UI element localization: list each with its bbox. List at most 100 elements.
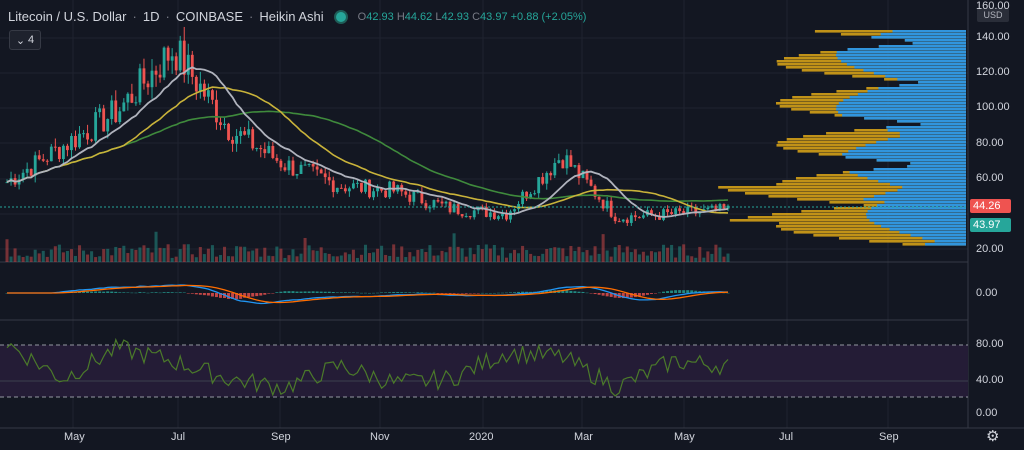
volume-bar: [694, 257, 698, 262]
candlestick-series[interactable]: [5, 26, 730, 226]
candle-body: [585, 170, 589, 180]
candle-body: [384, 190, 388, 198]
indicators-toggle-button[interactable]: ⌄ 4: [9, 30, 41, 50]
candle-body: [537, 177, 541, 194]
volume-profile-row: [902, 186, 966, 189]
macd-histogram-bar: [452, 293, 456, 294]
volume-bar: [178, 249, 182, 262]
macd-histogram-bar: [412, 292, 416, 294]
macd-histogram-bar: [613, 293, 617, 298]
moving-average-mid-line[interactable]: [6, 86, 729, 214]
macd-histogram-bar: [649, 293, 653, 294]
macd-histogram-bar: [597, 293, 601, 295]
macd-histogram-bar: [90, 291, 94, 293]
volume-profile-row: [899, 231, 966, 234]
macd-histogram-bar: [218, 293, 222, 298]
macd-signal-line[interactable]: [7, 284, 729, 304]
volume-bar: [722, 256, 726, 262]
gear-icon[interactable]: ⚙: [986, 428, 1000, 445]
currency-label[interactable]: USD: [977, 8, 1009, 22]
macd-histogram-bar: [82, 291, 86, 293]
volume-profile-row: [878, 45, 966, 48]
candle-body: [629, 215, 633, 223]
volume-profile-row: [727, 189, 966, 192]
candle-body: [339, 187, 343, 189]
volume-profile-row: [910, 162, 966, 165]
volume-bar: [384, 254, 388, 262]
macd-histogram-bar: [251, 293, 255, 297]
volume-bar: [569, 246, 573, 262]
macd-histogram-bar: [456, 293, 460, 294]
candle-body: [41, 159, 45, 161]
candle-body: [211, 90, 214, 100]
volume-profile-row: [897, 189, 966, 192]
volume-bar: [61, 252, 65, 262]
volume-profile-row: [869, 219, 966, 222]
volume-bar: [247, 251, 251, 262]
candle-body: [70, 135, 73, 151]
candle-body: [496, 216, 500, 219]
high-value: 44.62: [404, 10, 433, 23]
macd-histogram-bar: [629, 293, 633, 298]
moving-average-slow-line[interactable]: [6, 110, 729, 202]
chevron-down-icon: ⌄: [15, 34, 26, 47]
moving-average-fast-line[interactable]: [6, 66, 729, 218]
price-tick: 120.00: [976, 66, 1010, 78]
volume-profile-row: [867, 210, 966, 213]
volume-bar: [323, 253, 327, 262]
macd-histogram-bar: [561, 290, 565, 293]
candle-body: [303, 164, 307, 166]
candle-body: [78, 133, 81, 148]
volume-bar: [94, 257, 98, 262]
macd-histogram-bar: [347, 292, 351, 293]
candle-body: [53, 146, 57, 148]
volume-profile-row: [873, 72, 966, 75]
volume-bar: [658, 251, 662, 262]
macd-histogram-bar: [666, 291, 670, 293]
volume-profile-row: [836, 51, 966, 54]
candle-body: [279, 160, 283, 168]
change-value: +0.88 (+2.05%): [510, 10, 587, 23]
macd-histogram-bar: [573, 291, 577, 293]
candle-body: [74, 135, 77, 148]
rsi-line[interactable]: [6, 337, 729, 397]
volume-bar: [609, 256, 613, 262]
volume-bar: [633, 249, 637, 262]
volume-bar: [150, 252, 154, 262]
macd-histogram-bar: [476, 293, 480, 294]
candle-body: [460, 214, 464, 217]
volume-bar: [110, 255, 114, 262]
macd-histogram-bar: [339, 292, 343, 293]
macd-histogram-bar: [134, 292, 138, 294]
macd-histogram-bar: [484, 292, 488, 294]
volume-bar: [617, 245, 621, 262]
candle-body: [98, 108, 102, 113]
volume-profile-row: [777, 141, 966, 144]
volume-bar: [235, 246, 239, 262]
candle-body: [565, 155, 569, 169]
macd-histogram-bar: [311, 291, 315, 293]
candle-body: [452, 204, 456, 213]
time-tick: Jul: [779, 431, 794, 443]
macd-histogram-bar: [545, 290, 549, 293]
macd-histogram-bar: [363, 292, 367, 294]
macd-histogram-bar: [496, 292, 500, 294]
macd-histogram-bar: [359, 292, 363, 294]
volume-profile-row: [843, 99, 966, 102]
macd-histogram-bar: [448, 293, 452, 294]
macd-histogram-bar: [327, 291, 331, 293]
candle-body: [432, 200, 436, 208]
symbol-name[interactable]: Litecoin / U.S. Dollar: [8, 9, 127, 24]
interval-label[interactable]: 1D: [142, 9, 160, 24]
volume-bar: [86, 254, 90, 262]
candle-body: [166, 47, 170, 61]
chart-style-label[interactable]: Heikin Ashi: [259, 9, 324, 24]
volume-profile: [718, 30, 966, 246]
candle-body: [380, 187, 384, 191]
candle-body: [335, 187, 339, 193]
price-tick: 60.00: [976, 172, 1004, 184]
volume-profile-row: [838, 237, 966, 240]
macd-histogram-bar: [287, 291, 291, 293]
macd-histogram-bar: [110, 291, 114, 293]
